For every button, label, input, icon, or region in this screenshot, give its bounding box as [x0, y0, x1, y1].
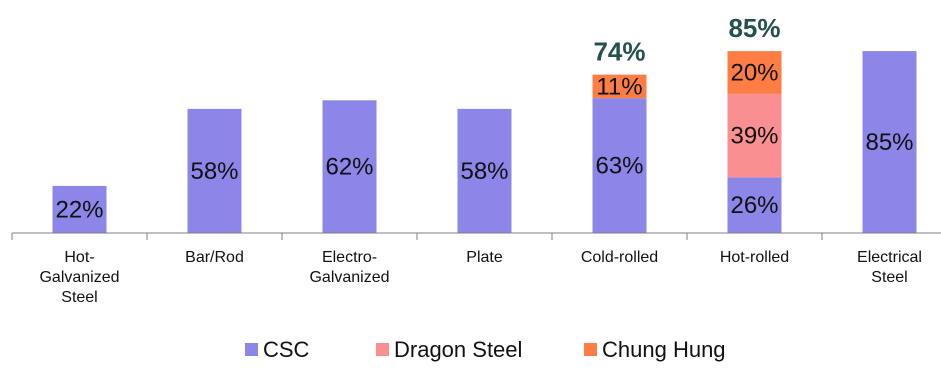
category-label: Plate [466, 249, 503, 266]
bar-segment [862, 51, 917, 233]
total-label: 74% [593, 37, 645, 67]
legend-label: Dragon Steel [394, 337, 522, 362]
data-label: 26% [730, 192, 778, 219]
bar-segment [727, 93, 782, 178]
bar-segment [187, 108, 242, 233]
data-label: 58% [190, 158, 238, 185]
data-label: 62% [325, 154, 373, 181]
data-label: 39% [730, 123, 778, 150]
bar-segment [52, 185, 107, 233]
legend: CSC Dragon Steel Chung Hung [245, 337, 726, 362]
category-label: Bar/Rod [185, 249, 244, 266]
category-label: Cold-rolled [581, 249, 658, 266]
bars-layer [52, 51, 917, 234]
category-label: Hot- [64, 249, 94, 266]
bar-segment [322, 100, 377, 233]
bar-segment [727, 177, 782, 233]
category-label: Electro- [322, 249, 377, 266]
data-label: 20% [730, 60, 778, 87]
legend-swatch [584, 343, 597, 356]
category-labels-layer: Hot- Galvanized Steel Bar/Rod Electro- Galvan… [39, 249, 921, 306]
legend-label: CSC [263, 337, 310, 362]
data-label: 58% [460, 158, 508, 185]
totals-layer: 74% 85% [593, 13, 780, 67]
category-label: Galvanized [39, 269, 119, 286]
data-label: 85% [865, 129, 913, 156]
category-label: Steel [61, 289, 97, 306]
category-label: Electrical [857, 249, 922, 266]
legend-label: Chung Hung [602, 337, 726, 362]
bar-segment [457, 108, 512, 233]
bar-segment [592, 74, 647, 99]
category-label: Steel [871, 269, 907, 286]
data-label: 11% [596, 73, 642, 100]
category-label: Hot-rolled [720, 249, 789, 266]
data-label: 22% [55, 196, 103, 223]
bar-segment [592, 98, 647, 234]
category-label: Galvanized [309, 269, 389, 286]
x-axis [11, 232, 941, 240]
legend-swatch [376, 343, 389, 356]
legend-swatch [245, 343, 258, 356]
data-labels-layer: 22% 58% 62% 58% 63% 11% 26% 39% 20% 85% [55, 60, 913, 224]
bar-segment [727, 51, 782, 94]
data-label: 63% [595, 153, 643, 180]
total-label: 85% [728, 13, 780, 43]
